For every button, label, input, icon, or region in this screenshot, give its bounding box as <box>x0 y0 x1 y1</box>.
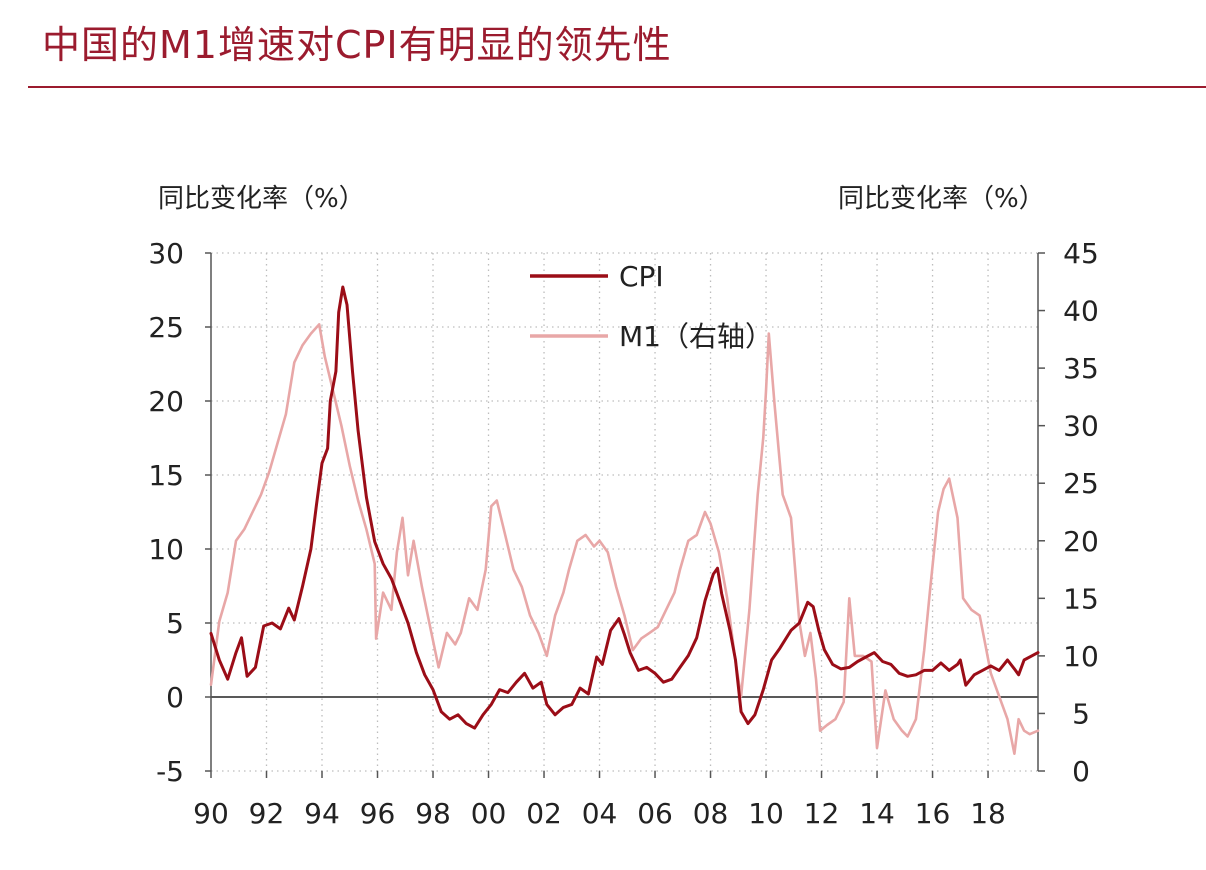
x-tick-label: 02 <box>526 797 562 830</box>
x-tick-label: 08 <box>693 797 729 830</box>
y-tick-label-right: 25 <box>1063 467 1099 500</box>
x-tick-label: 96 <box>360 797 396 830</box>
series-line-cpi <box>209 285 1040 730</box>
y-tick-label-right: 30 <box>1063 410 1099 443</box>
y-tick-label-left: 10 <box>148 533 184 566</box>
x-tick-label: 90 <box>193 797 229 830</box>
x-tick-label: 98 <box>415 797 451 830</box>
y-axis-label-right: 同比变化率（%） <box>838 184 1045 214</box>
x-tick-label: 06 <box>637 797 673 830</box>
y-axis-label-left: 同比变化率（%） <box>158 184 365 214</box>
series-line-m1 <box>209 323 1040 756</box>
y-tick-label-left: 25 <box>148 311 184 344</box>
legend-label-cpi: CPI <box>619 260 664 293</box>
y-tick-label-right: 0 <box>1072 755 1090 788</box>
y-tick-label-right: 35 <box>1063 352 1099 385</box>
series-lines <box>209 285 1040 756</box>
y-tick-label-right: 40 <box>1063 295 1099 328</box>
y-tick-label-right: 45 <box>1063 237 1099 270</box>
x-tick-label: 14 <box>859 797 895 830</box>
x-tick-label: 00 <box>471 797 507 830</box>
legend: CPI M1（右轴） <box>530 260 773 353</box>
y-tick-label-right: 5 <box>1072 697 1090 730</box>
y-tick-label-left: 20 <box>148 385 184 418</box>
y-tick-label-right: 20 <box>1063 525 1099 558</box>
y-tick-label-right: 15 <box>1063 582 1099 615</box>
x-tick-label: 12 <box>804 797 840 830</box>
x-tick-label: 16 <box>915 797 951 830</box>
y-tick-label-left: 30 <box>148 237 184 270</box>
x-tick-label: 18 <box>970 797 1006 830</box>
title-rule <box>28 86 1206 88</box>
legend-label-m1: M1（右轴） <box>619 320 773 353</box>
y-tick-label-left: 0 <box>166 681 184 714</box>
x-tick-label: 94 <box>304 797 340 830</box>
y-tick-label-right: 10 <box>1063 640 1099 673</box>
x-tick-label: 92 <box>249 797 285 830</box>
y-tick-label-left: 15 <box>148 459 184 492</box>
y-tick-label-left: -5 <box>156 755 184 788</box>
x-tick-label: 10 <box>748 797 784 830</box>
x-tick-label: 04 <box>582 797 618 830</box>
y-tick-label-left: 5 <box>166 607 184 640</box>
page-title: 中国的M1增速对CPI有明显的领先性 <box>42 23 672 67</box>
grid <box>211 252 1038 772</box>
